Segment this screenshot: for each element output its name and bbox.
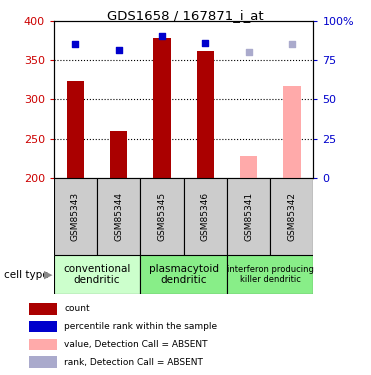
Bar <box>153 38 171 178</box>
Text: value, Detection Call = ABSENT: value, Detection Call = ABSENT <box>64 340 208 349</box>
Bar <box>54 255 140 294</box>
Point <box>116 47 122 53</box>
Point <box>159 33 165 39</box>
Bar <box>140 255 227 294</box>
Bar <box>283 86 301 178</box>
Text: GSM85341: GSM85341 <box>244 192 253 241</box>
Point <box>246 49 252 55</box>
Bar <box>29 321 57 332</box>
Text: GSM85344: GSM85344 <box>114 192 123 241</box>
Bar <box>29 357 57 368</box>
Bar <box>67 81 84 178</box>
Text: plasmacytoid
dendritic: plasmacytoid dendritic <box>149 264 219 285</box>
Bar <box>227 255 313 294</box>
Bar <box>240 156 257 178</box>
Bar <box>140 178 184 255</box>
Bar <box>227 178 270 255</box>
Text: GSM85345: GSM85345 <box>158 192 167 241</box>
Bar <box>29 339 57 350</box>
Text: percentile rank within the sample: percentile rank within the sample <box>64 322 217 331</box>
Bar <box>270 178 313 255</box>
Bar <box>110 131 127 178</box>
Text: interferon producing
killer dendritic: interferon producing killer dendritic <box>227 265 313 284</box>
Text: rank, Detection Call = ABSENT: rank, Detection Call = ABSENT <box>64 358 203 367</box>
Bar <box>97 178 140 255</box>
Text: GSM85342: GSM85342 <box>288 192 296 241</box>
Text: GDS1658 / 167871_i_at: GDS1658 / 167871_i_at <box>107 9 264 22</box>
Text: GSM85346: GSM85346 <box>201 192 210 241</box>
Point <box>202 40 208 46</box>
Bar <box>197 51 214 178</box>
Text: conventional
dendritic: conventional dendritic <box>63 264 131 285</box>
Bar <box>184 178 227 255</box>
Bar <box>29 303 57 315</box>
Text: cell type: cell type <box>4 270 48 280</box>
Text: ▶: ▶ <box>44 270 52 280</box>
Bar <box>54 178 97 255</box>
Point <box>289 41 295 47</box>
Text: count: count <box>64 304 90 313</box>
Point <box>72 41 78 47</box>
Text: GSM85343: GSM85343 <box>71 192 80 241</box>
